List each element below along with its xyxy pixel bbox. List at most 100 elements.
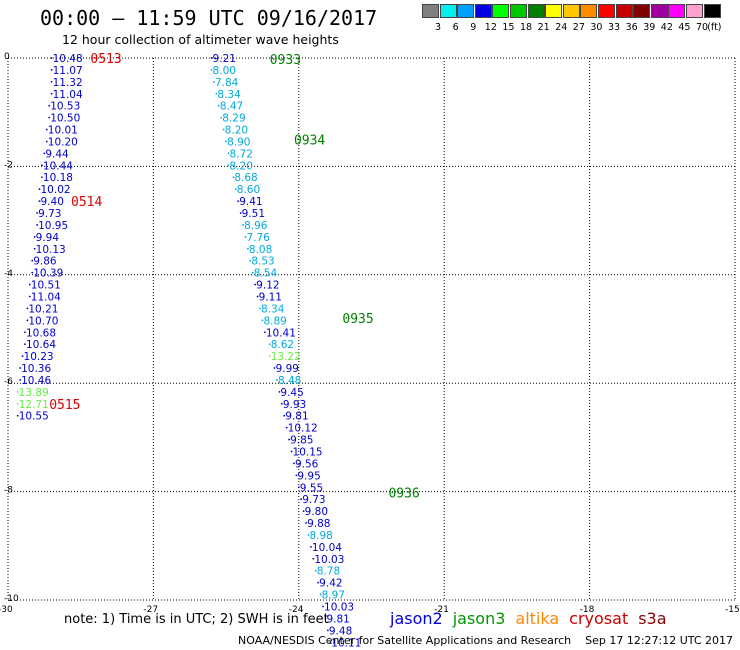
data-label: 9.86 [33,256,57,268]
pass-time-label: 0935 [342,312,373,327]
scale-swatch [545,4,563,18]
data-point [48,104,51,107]
data-point [28,283,31,286]
data-point [28,295,31,298]
scale-swatch [650,4,668,18]
data-point [24,343,26,346]
data-label: 10.55 [19,411,49,423]
data-point [297,486,300,489]
data-point [16,402,19,405]
data-label: 11.04 [53,89,83,101]
data-point [50,92,53,95]
x-tick-label: -30 [0,605,13,615]
data-label: 9.48 [329,625,352,637]
data-label: 8.53 [251,256,274,268]
data-point [26,319,29,322]
data-point [210,57,213,59]
data-point [19,367,22,369]
data-label: 10.15 [293,446,323,458]
scale-swatch [422,4,439,18]
data-point [38,200,41,202]
data-label: 8.98 [309,530,332,542]
data-label: 8.60 [237,184,260,196]
data-label: 11.07 [53,65,83,77]
pass-time-label: 0934 [294,133,325,148]
data-point [278,390,281,393]
scale-swatch [474,4,492,18]
data-label: 7.84 [215,77,239,89]
data-point [326,629,329,632]
data-point [50,69,53,71]
scale-label: 27 [572,22,585,33]
x-tick-label: -21 [434,605,449,615]
data-point [227,164,230,167]
data-label: 8.78 [317,566,340,578]
data-label: 8.68 [234,172,257,184]
data-point [41,176,43,179]
data-label: 11.04 [31,291,61,303]
scale-label: 18 [520,22,533,33]
data-label: 11.32 [53,77,83,89]
legend-entry: altika [515,609,560,628]
x-tick-label: -24 [289,605,304,615]
scale-swatch [562,4,580,18]
data-label: 10.20 [48,136,78,148]
data-point [225,140,228,143]
data-point [293,462,295,465]
data-label: 9.81 [326,613,349,625]
satellite-legend: jason2 jason3 altika cryosat s3a [390,609,677,628]
data-label: 9.94 [36,232,60,244]
data-point [222,128,225,131]
legend-entry: s3a [638,609,667,628]
chart-title: 00:00 — 11:59 UTC 09/16/2017 [40,6,378,30]
data-point [50,80,53,83]
scale-swatch [527,4,545,18]
data-label: 7.76 [246,232,270,244]
data-point [312,557,315,560]
scale-label: 30 [590,22,603,33]
scale-swatch [457,4,475,18]
data-point [322,605,324,608]
data-label: 9.56 [295,458,319,470]
legend-entry: cryosat [569,609,629,628]
data-label: 10.50 [50,113,80,125]
data-point [290,450,293,453]
data-label: 13.89 [19,387,49,399]
data-point [232,176,235,179]
scale-label: 42 [660,22,673,33]
data-point [210,69,213,71]
scale-label: 9 [470,22,477,33]
data-label: 10.01 [48,125,78,137]
data-label: 10.21 [28,303,58,315]
data-point [305,522,307,524]
data-point [36,212,38,214]
data-point [319,593,322,596]
data-point [261,319,264,322]
scale-label: 6 [452,22,459,33]
data-label: 9.45 [280,387,303,399]
data-label: 10.39 [33,268,63,280]
data-label: 8.34 [261,303,285,315]
data-point [273,367,276,369]
data-label: 10.95 [38,220,68,232]
data-label: 9.81 [285,411,308,423]
data-label: 10.70 [28,315,58,327]
data-label: 10.23 [24,351,54,363]
data-point [276,379,278,381]
data-point [237,200,240,202]
data-label: 8.20 [230,160,253,172]
data-point [324,617,327,620]
pass-time-label: 0513 [90,52,121,67]
data-point [16,414,19,417]
scale-swatch [580,4,598,18]
data-label: 8.89 [263,315,286,327]
data-point [254,283,257,286]
data-label: 8.20 [225,125,248,137]
data-point [268,343,271,346]
data-label: 10.12 [288,423,318,435]
data-point [239,212,242,214]
y-tick-label: -2 [4,160,13,170]
data-label: 10.68 [26,327,56,339]
data-label: 9.55 [300,482,323,494]
data-point [16,390,19,393]
